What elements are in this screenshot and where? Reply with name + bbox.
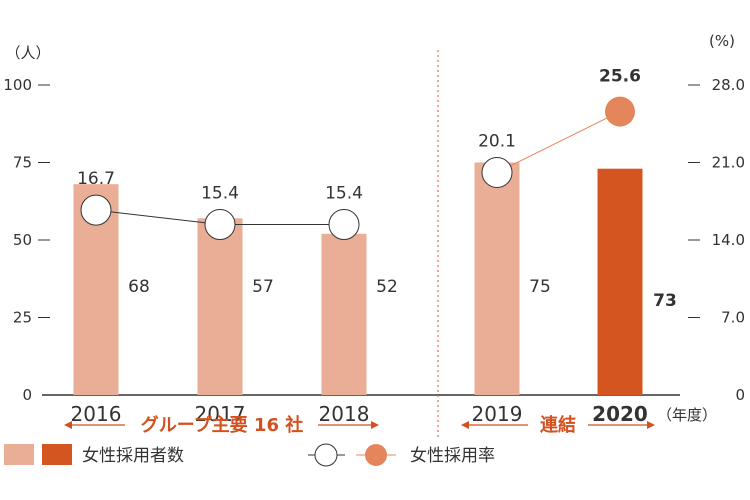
line-value-label-2020: 25.6 [599, 67, 641, 87]
group-label-consolidated: 連結 [540, 414, 576, 436]
category-label-2017: 2017 [195, 402, 246, 426]
category-label-2016: 2016 [71, 402, 122, 426]
line-point-2017 [204, 209, 236, 240]
bar-2019 [474, 162, 520, 395]
left-tick-label: 75 [13, 154, 32, 172]
right-tick-label: 14.0 [712, 231, 745, 249]
line-point-2018 [328, 209, 360, 240]
legend-line-label: 女性採用率 [410, 446, 495, 466]
category-label-2020: 2020 [592, 402, 648, 426]
group-label-main: グループ主要 16 社 [141, 414, 304, 436]
bar-2020 [597, 168, 643, 395]
right-tick-label: 28.0 [712, 76, 745, 94]
group-bracket-main: グループ主要 16 社 [64, 414, 379, 436]
legend: 女性採用者数 女性採用率 [4, 443, 495, 467]
bar-layer [73, 162, 643, 395]
left-axis-unit: （人） [5, 44, 50, 62]
line-value-label-2016: 16.7 [77, 169, 115, 189]
left-tick-label: 0 [22, 386, 32, 404]
axis-layer: 0 25 50 75 100 0 7.0 14.0 21.0 28.0 [3, 50, 745, 440]
right-tick-label: 0 [735, 386, 745, 404]
bar-value-label-2020: 73 [653, 291, 677, 311]
bar-value-label-2019: 75 [529, 277, 551, 297]
right-tick-label: 7.0 [721, 309, 745, 327]
legend-swatch-light-bar [4, 444, 34, 465]
legend-bars-label: 女性採用者数 [82, 446, 184, 466]
group-bracket-consolidated: 連結 [461, 414, 655, 436]
line-value-label-2019: 20.1 [478, 131, 516, 151]
left-tick-label: 50 [13, 231, 32, 249]
line-point-2020 [605, 96, 635, 127]
category-label-2018: 2018 [319, 402, 370, 426]
line-value-label-2018: 15.4 [325, 184, 363, 204]
line-value-label-2017: 15.4 [201, 184, 239, 204]
bar-value-label-2018: 52 [376, 277, 398, 297]
label-layer: 2016 68 2017 57 2018 52 2019 75 2020 73 16.7 15.4 15… [71, 67, 677, 426]
legend-marker-filled [365, 444, 387, 466]
x-axis-unit: （年度） [657, 406, 717, 424]
line-point-2019 [481, 156, 513, 188]
line-point-2016 [80, 194, 112, 226]
left-tick-label: 100 [3, 76, 32, 94]
bar-value-label-2017: 57 [252, 277, 274, 297]
left-tick-label: 25 [13, 309, 32, 327]
bar-value-label-2016: 68 [128, 277, 150, 297]
bar-2017 [197, 218, 243, 395]
legend-marker-open [314, 443, 338, 467]
right-axis-unit: (%) [709, 32, 735, 50]
line-layer [80, 96, 635, 240]
legend-swatch-dark-bar [42, 444, 72, 465]
line-segment-consolidated [496, 111, 621, 173]
right-tick-label: 21.0 [712, 154, 745, 172]
bar-2018 [321, 233, 367, 395]
category-label-2019: 2019 [472, 402, 523, 426]
